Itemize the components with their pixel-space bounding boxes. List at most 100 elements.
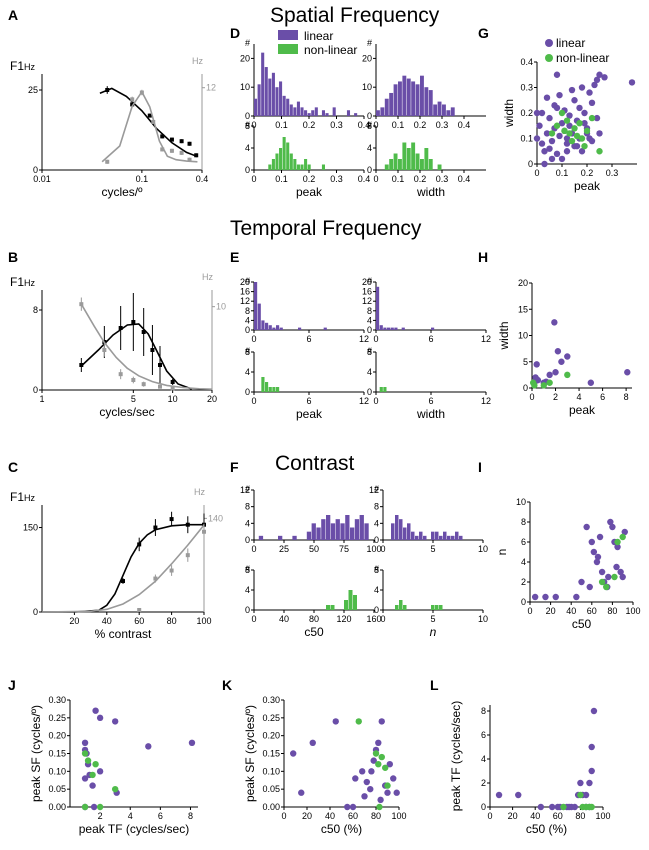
x-axis-label-G: peak [574, 179, 601, 193]
fit-line-A-gray [101, 90, 198, 163]
hist-bar-D1 [271, 72, 275, 116]
x-tick-label-B: 10 [168, 394, 178, 404]
hist-bar-D2 [380, 107, 385, 116]
hist-bar-D2 [411, 81, 416, 116]
scatter-point-J-linear [96, 714, 104, 722]
panel-letter-a: A [8, 7, 18, 23]
scatter-point-G-linear [558, 155, 566, 163]
scatter-point-J-linear [90, 803, 98, 811]
x-tick-label-H: 0 [529, 392, 534, 402]
scatter-point-H-linear [551, 319, 558, 326]
y-tick-label-I: 4 [521, 557, 526, 567]
data-point-B-black [150, 348, 155, 352]
hist-bar-D2 [402, 75, 407, 116]
hist-bar-E4 [379, 387, 383, 392]
data-point-A-gray [187, 157, 192, 162]
scatter-point-L-linear [582, 791, 590, 799]
y-tick-label-F2: 12 [369, 485, 379, 495]
hist-bar-D3 [271, 159, 275, 170]
hist-bar-D3 [296, 164, 300, 170]
scatter-point-K-linear [378, 718, 385, 725]
hist-bar-D3 [279, 148, 283, 170]
y-tick-label-F3: 4 [245, 585, 250, 595]
hist-bar-F1 [364, 523, 369, 540]
fit-line-B-gray [80, 303, 213, 390]
scatter-point-G-linear [566, 122, 573, 129]
x-tick-label-E2: 12 [481, 334, 491, 344]
hist-bar-F1 [359, 515, 364, 540]
hist-bar-D2 [437, 101, 442, 116]
panel-letter-b: B [8, 249, 18, 265]
x-tick-label-E3: 0 [251, 396, 256, 406]
scatter-point-I-linear [621, 528, 628, 536]
hist-bar-D3 [300, 164, 304, 170]
scatter-point-I-linear [586, 583, 593, 591]
x-tick-label-L: 0 [487, 811, 492, 821]
hist-bar-D2 [428, 90, 433, 116]
hist-bar-E1 [265, 322, 269, 330]
scatter-point-I-linear [607, 518, 614, 526]
hist-bar-F1 [311, 523, 316, 540]
x-tick-label-E4: 0 [373, 396, 378, 406]
x-tick-label-D4: 0.4 [458, 174, 471, 184]
hist-bar-D3 [304, 159, 308, 170]
hist-bar-E2 [401, 327, 405, 330]
scatter-point-I-non-linear [611, 573, 618, 581]
hist-bar-F4 [439, 605, 443, 610]
data-point-A-gray [169, 148, 174, 153]
scatter-point-G-non-linear [573, 132, 581, 140]
hist-bar-F1 [350, 527, 355, 540]
hist-bar-D2 [446, 110, 451, 116]
y-tick-label-K: 0.10 [262, 766, 280, 776]
y-tick-label-E4: 8 [367, 347, 372, 357]
x-tick-label-C: 100 [196, 616, 211, 626]
x-tick-label-D3: 0.2 [303, 174, 316, 184]
scatter-point-I-linear [605, 573, 612, 581]
y-tick-label-C: 0 [33, 607, 38, 617]
scatter-point-G-linear [546, 114, 553, 122]
hist-bar-E3 [272, 387, 276, 392]
hist-bar-E3 [276, 387, 280, 392]
hist-count-label-D3: # [245, 120, 250, 130]
hist-bar-F2 [443, 531, 447, 540]
axes-H: 0 2 4 6 8 0 5 10 15 20 peak width [497, 278, 632, 417]
hist-bar-F3 [344, 600, 348, 610]
y-axis-label-C: F1 [10, 490, 24, 504]
scatter-point-G-linear [581, 120, 588, 127]
scatter-point-G-linear [591, 81, 598, 89]
scatter-point-K-non-linear [355, 718, 362, 725]
scatter-point-I-linear [609, 523, 616, 531]
scatter-point-I-linear [619, 573, 626, 581]
hist-bar-E2 [383, 327, 387, 330]
y-tick-label-H: 10 [518, 331, 528, 341]
hist-bar-D1 [307, 113, 311, 116]
hist-bar-E1 [254, 282, 258, 330]
x-tick-label-D3: 0.1 [275, 174, 288, 184]
axes-D4: 0 0.1 0.2 0.3 0.4 0 4 8# width [367, 120, 486, 199]
hist-bar-D2 [450, 107, 455, 116]
y-tick-label-E2: 20 [362, 277, 372, 287]
y-tick-label-D2: 20 [362, 53, 372, 63]
scatter-point-L-linear [577, 779, 584, 787]
scatter-point-I-linear [531, 593, 539, 601]
scatter-point-L-linear [586, 779, 593, 787]
axes-E4: 0 6 12 0 4 8# width [367, 346, 491, 421]
x-tick-label-I: 100 [625, 606, 640, 616]
hist-bar-D4 [402, 142, 407, 170]
x-tick-label-L: 60 [553, 811, 563, 821]
x-tick-label-G: 0.2 [581, 168, 594, 178]
hist-bar-F1 [306, 531, 312, 540]
scatter-point-G-linear [596, 71, 603, 78]
legend-dot-nonlinear [545, 54, 553, 62]
x-tick-label-D3: 0 [251, 174, 256, 184]
scatter-point-J-non-linear [84, 757, 92, 764]
x-axis-label-E4: width [416, 407, 445, 421]
scatter-point-I-linear [593, 558, 601, 566]
y-axis-label-I: n [495, 549, 509, 556]
y-tick-label-E2: 16 [362, 287, 372, 297]
x-tick-label-F3: 40 [279, 614, 289, 624]
y-tick-label-D2: 10 [362, 82, 372, 92]
